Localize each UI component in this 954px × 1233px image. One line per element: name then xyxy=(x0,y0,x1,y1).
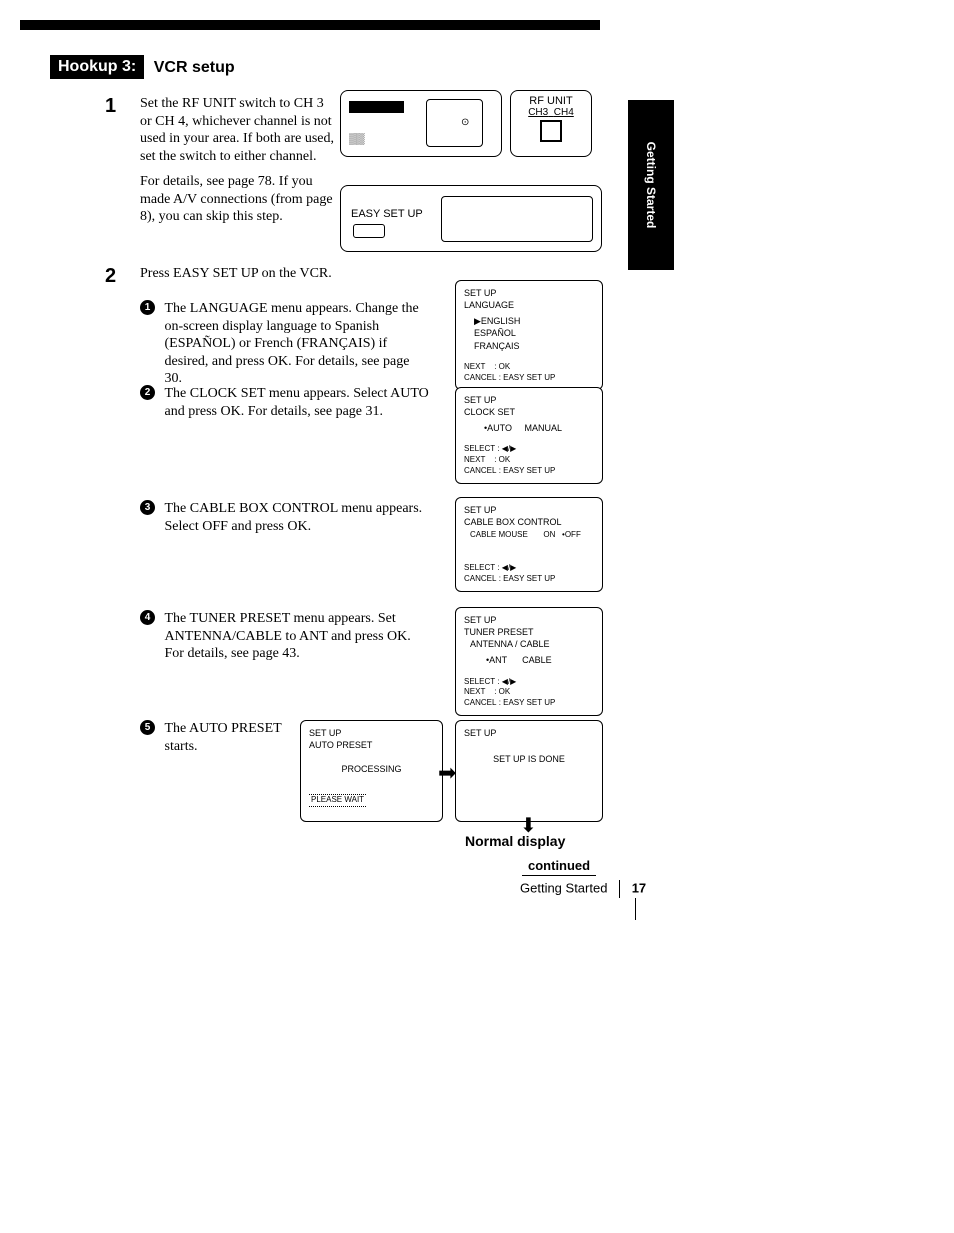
footer-tick xyxy=(635,898,636,920)
menu-tuner-hdr2: TUNER PRESET xyxy=(464,626,594,638)
auto-processing: PROCESSING xyxy=(309,763,434,775)
right-arrow-icon: ➡ xyxy=(438,760,456,786)
sub5-text: The AUTO PRESET starts. xyxy=(165,720,285,755)
clock-opt-manual: MANUAL xyxy=(525,423,563,433)
side-tab: Getting Started xyxy=(628,100,674,270)
menu-auto-preset: SET UP AUTO PRESET PROCESSING PLEASE WAI… xyxy=(300,720,443,822)
step1-para2: For details, see page 78. If you made A/… xyxy=(140,173,335,226)
continued-label: continued xyxy=(522,858,596,876)
menu-cable: SET UP CABLE BOX CONTROL CABLE MOUSE ON … xyxy=(455,497,603,592)
hookup-title: VCR setup xyxy=(154,59,235,77)
clock-opt-auto: •AUTO xyxy=(484,423,512,433)
footer-page: 17 xyxy=(632,880,646,895)
menu-clock-hdr1: SET UP xyxy=(464,394,594,406)
lang-opt-english: ▶ENGLISH xyxy=(474,315,594,327)
tuner-opt-cable: CABLE xyxy=(522,655,552,665)
bullet-1: 1 xyxy=(140,300,155,315)
cable-on: ON xyxy=(543,530,555,539)
normal-display-label: Normal display xyxy=(465,833,565,849)
cable-mouse-label: CABLE MOUSE xyxy=(470,530,528,539)
side-tab-label: Getting Started xyxy=(644,142,658,229)
menu-language-hdr2: LANGUAGE xyxy=(464,299,594,311)
footer-section: Getting Started xyxy=(520,880,607,895)
rf-unit-diagram: RF UNIT CH3 CH4 xyxy=(510,90,592,157)
hookup-badge: Hookup 3: xyxy=(50,55,144,79)
auto-please-wait: PLEASE WAIT xyxy=(309,794,366,807)
bullet-5: 5 xyxy=(140,720,155,735)
sub4-text: The TUNER PRESET menu appears. Set ANTEN… xyxy=(165,610,430,663)
ch4-label: CH4 xyxy=(554,107,574,118)
bullet-3: 3 xyxy=(140,500,155,515)
tv-back-diagram: ▒▒ ⊙ xyxy=(340,90,502,157)
rf-unit-label: RF UNIT xyxy=(511,95,591,107)
menu-language-hdr1: SET UP xyxy=(464,287,594,299)
easy-setup-label: EASY SET UP xyxy=(351,208,423,220)
menu-language: SET UP LANGUAGE ▶ENGLISH ESPAÑOL FRANÇAI… xyxy=(455,280,603,390)
vcr-diagram: EASY SET UP xyxy=(340,185,602,252)
step1-para1: Set the RF UNIT switch to CH 3 or CH 4, … xyxy=(140,95,335,165)
sub2-text: The CLOCK SET menu appears. Select AUTO … xyxy=(165,385,430,420)
tuner-opt-ant: •ANT xyxy=(486,655,507,665)
cable-off: •OFF xyxy=(562,530,581,539)
menu-clock-hdr2: CLOCK SET xyxy=(464,406,594,418)
top-rule xyxy=(20,20,600,30)
lang-opt-espanol: ESPAÑOL xyxy=(474,327,594,339)
bullet-4: 4 xyxy=(140,610,155,625)
ch3-label: CH3 xyxy=(528,107,548,118)
menu-clock: SET UP CLOCK SET •AUTO MANUAL SELECT : ◀… xyxy=(455,387,603,484)
sub1-text: The LANGUAGE menu appears. Change the on… xyxy=(165,300,430,388)
lang-opt-francais: FRANÇAIS xyxy=(474,340,594,352)
menu-cable-hdr2: CABLE BOX CONTROL xyxy=(464,516,594,528)
bullet-2: 2 xyxy=(140,385,155,400)
menu-tuner-hdr1: SET UP xyxy=(464,614,594,626)
menu-auto-hdr1: SET UP xyxy=(309,727,434,739)
done-body: SET UP IS DONE xyxy=(464,753,594,765)
step-number-2: 2 xyxy=(105,265,116,288)
menu-tuner-hdr3: ANTENNA / CABLE xyxy=(464,638,594,650)
menu-tuner: SET UP TUNER PRESET ANTENNA / CABLE •ANT… xyxy=(455,607,603,716)
step-number-1: 1 xyxy=(105,95,116,118)
menu-auto-hdr2: AUTO PRESET xyxy=(309,739,434,751)
sub3-text: The CABLE BOX CONTROL menu appears. Sele… xyxy=(165,500,430,535)
menu-done: SET UP SET UP IS DONE xyxy=(455,720,603,822)
menu-cable-hdr1: SET UP xyxy=(464,504,594,516)
menu-done-hdr: SET UP xyxy=(464,727,594,739)
step2-para: Press EASY SET UP on the VCR. xyxy=(140,265,400,283)
